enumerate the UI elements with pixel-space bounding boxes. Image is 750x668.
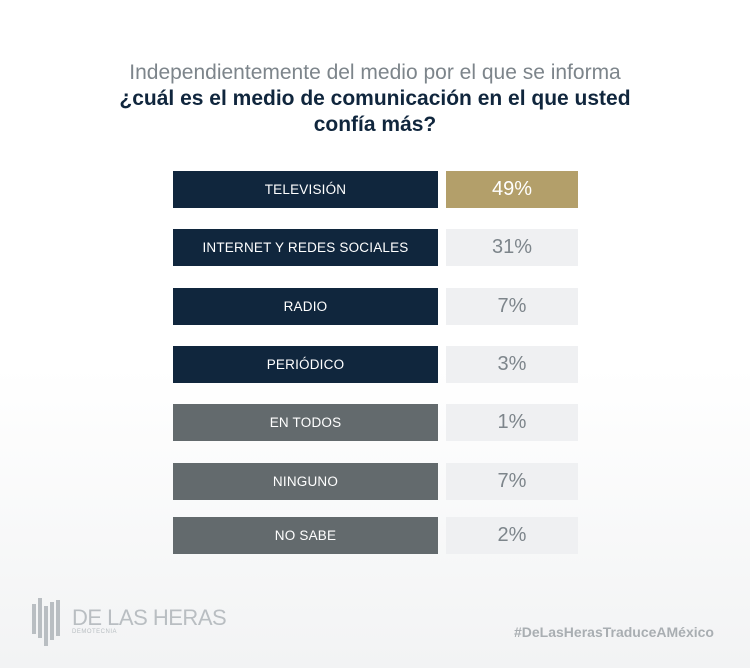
logo: DE LAS HERAS DEMOTECNIA: [32, 596, 227, 646]
value-label: 7%: [446, 463, 578, 500]
category-label: EN TODOS: [173, 404, 438, 441]
value-label: 3%: [446, 346, 578, 383]
hashtag: #DeLasHerasTraduceAMéxico: [514, 624, 714, 640]
value-label: 1%: [446, 404, 578, 441]
category-label: TELEVISIÓN: [173, 171, 438, 208]
title-line-1: Independientemente del medio por el que …: [129, 61, 621, 84]
value-label: 49%: [446, 171, 578, 208]
category-label: INTERNET Y REDES SOCIALES: [173, 229, 438, 266]
table-row: RADIO 7%: [173, 288, 578, 325]
table-row: EN TODOS 1%: [173, 404, 578, 441]
category-label: NINGUNO: [173, 463, 438, 500]
logo-subtitle: DEMOTECNIA: [72, 629, 118, 635]
table-row: NINGUNO 7%: [173, 463, 578, 500]
category-label: NO SABE: [173, 517, 438, 554]
chart-title: Independientemente del medio por el que …: [0, 60, 750, 138]
title-line-2: ¿cuál es el medio de comunicación en el …: [119, 87, 631, 136]
logo-mark-icon: [32, 598, 60, 646]
value-label: 2%: [446, 517, 578, 554]
table-row: NO SABE 2%: [173, 517, 578, 554]
table-row: INTERNET Y REDES SOCIALES 31%: [173, 229, 578, 266]
value-label: 31%: [446, 229, 578, 266]
category-label: PERIÓDICO: [173, 346, 438, 383]
table-row: PERIÓDICO 3%: [173, 346, 578, 383]
logo-name: DE LAS HERAS: [72, 605, 227, 630]
value-label: 7%: [446, 288, 578, 325]
category-label: RADIO: [173, 288, 438, 325]
table-row: TELEVISIÓN 49%: [173, 171, 578, 208]
